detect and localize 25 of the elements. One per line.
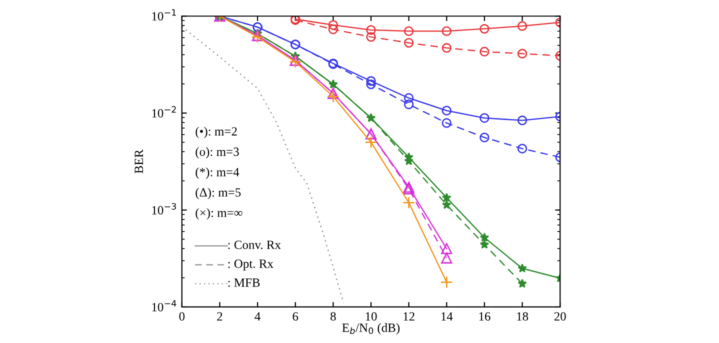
y-tick-label: 10$^{−1}$ [152, 9, 176, 21]
annotation: (×): m=∞ [196, 208, 242, 220]
x-tick-label: 4 [254, 312, 260, 321]
x-tick-label: 6 [292, 312, 298, 321]
annotation: : MFB [228, 278, 260, 287]
y-tick-label: 10$^{−3}$ [152, 203, 176, 214]
annotation: (•): m=2 [196, 126, 237, 138]
annotation: (Δ): m=5 [196, 188, 241, 200]
annotation: (*): m=4 [196, 168, 240, 179]
x-tick-label: 16 [479, 312, 490, 321]
x-axis-title: E$_{b}$/N$_{0}$ (dB) [342, 323, 400, 335]
x-tick-label: 14 [441, 312, 453, 321]
x-tick-label: 18 [517, 312, 528, 321]
annotation: : Opt. Rx [228, 260, 274, 270]
x-tick-label: 0 [179, 312, 185, 321]
y-tick-label: 10$^{−4}$ [152, 300, 176, 312]
x-tick-label: 8 [330, 312, 336, 321]
x-tick-label: 2 [217, 312, 222, 321]
annotation: (o): m=3 [196, 147, 239, 158]
y-tick-label: 10$^{−2}$ [152, 106, 176, 118]
y-axis-title: BER [134, 149, 143, 174]
x-tick-label: 20 [554, 312, 566, 321]
x-tick-label: 10 [366, 312, 377, 321]
x-tick-label: 12 [404, 312, 414, 321]
annotation: : Conv. Rx [228, 240, 281, 250]
